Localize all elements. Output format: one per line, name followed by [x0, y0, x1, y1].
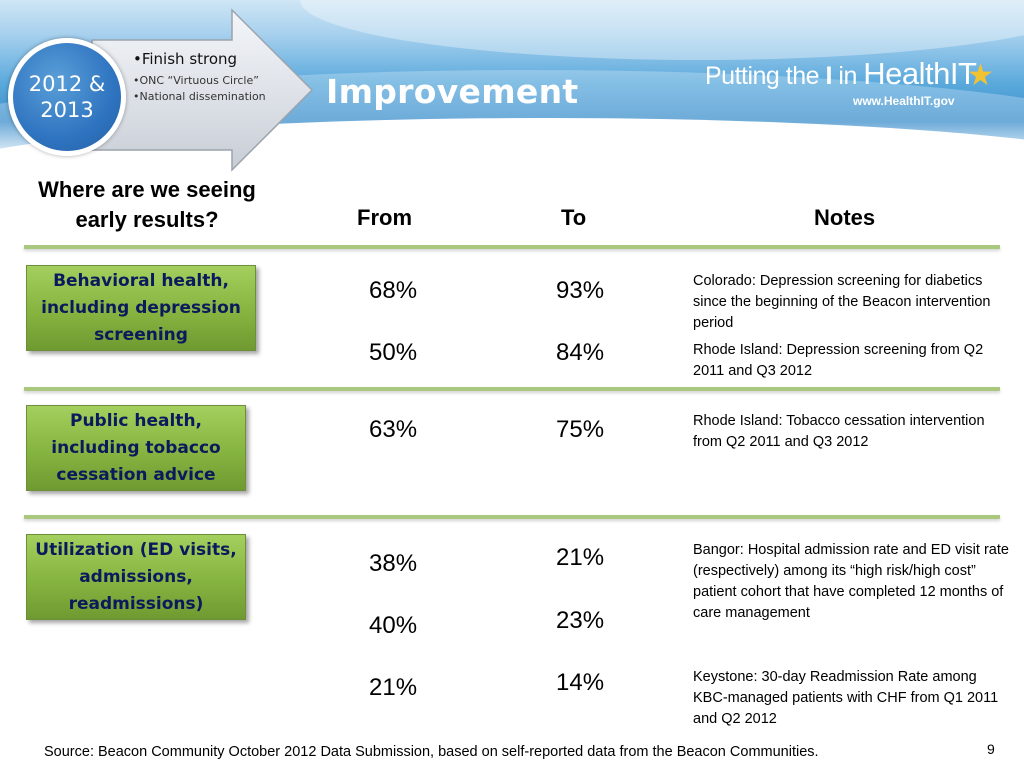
note-text: Colorado: Depression screening for diabe…: [693, 273, 991, 331]
from-value: 38%: [369, 550, 418, 577]
note-text: Bangor: Hospital admission rate and ED v…: [693, 542, 1009, 621]
arrow-text: •Finish strong •ONC “Virtuous Circle” •N…: [133, 50, 273, 104]
logo-wordmark: Putting the I in HealthIT: [705, 56, 977, 92]
to-value: 75%: [556, 416, 605, 443]
from-value: 63%: [369, 416, 418, 443]
column-header-from: From: [357, 205, 412, 230]
progress-arrow-icon: [91, 8, 314, 172]
page-title: Improvement: [326, 72, 579, 111]
column-header-notes: Notes: [814, 205, 876, 230]
note-text: Rhode Island: Depression screening from …: [693, 342, 984, 379]
to-value: 84%: [556, 339, 605, 366]
logo-mid: in: [831, 62, 864, 90]
question-heading: Where are we seeing early results?: [12, 175, 282, 235]
column-header-to: To: [561, 205, 587, 230]
arrow-bullet-2: •National dissemination: [133, 90, 266, 103]
arrow-main-item: •Finish strong: [133, 50, 238, 68]
to-value: 93%: [556, 277, 605, 304]
star-icon: ★: [967, 59, 994, 92]
header-shine: [300, 0, 1024, 60]
category-public-health: Public health, including tobacco cessati…: [26, 405, 246, 491]
arrow-bullet-1: •ONC “Virtuous Circle”: [133, 74, 259, 87]
from-value: 50%: [369, 339, 418, 366]
source-footnote: Source: Beacon Community October 2012 Da…: [44, 744, 819, 760]
to-value: 23%: [556, 607, 605, 634]
section-divider: [24, 387, 1000, 391]
from-value: 21%: [369, 674, 418, 701]
page-number: 9: [987, 741, 995, 757]
from-value: 68%: [369, 277, 418, 304]
slide-header: [0, 0, 1024, 152]
to-value: 14%: [556, 669, 605, 696]
logo-prefix: Putting the: [705, 62, 826, 90]
logo-brand: HealthIT: [863, 56, 977, 91]
category-behavioral-health: Behavioral health, including depression …: [26, 265, 256, 351]
question-line1: Where are we seeing: [38, 177, 256, 202]
category-utilization: Utilization (ED visits, admissions, read…: [26, 534, 246, 620]
section-divider: [24, 515, 1000, 519]
year-circle-line2: 2013: [40, 98, 94, 122]
healthit-logo: Putting the I in HealthIT ★ www.HealthIT…: [705, 56, 1005, 112]
to-value: 21%: [556, 544, 605, 571]
note-text: Rhode Island: Tobacco cessation interven…: [693, 413, 985, 450]
question-line2: early results?: [75, 207, 219, 232]
note-text: Keystone: 30-day Readmission Rate among …: [693, 669, 999, 727]
year-circle-line1: 2012 &: [28, 72, 106, 96]
header-divider: [24, 245, 1000, 249]
from-value: 40%: [369, 612, 418, 639]
logo-url: www.HealthIT.gov: [853, 94, 955, 108]
year-circle: 2012 & 2013: [8, 38, 126, 156]
logo-i: I: [825, 62, 832, 90]
